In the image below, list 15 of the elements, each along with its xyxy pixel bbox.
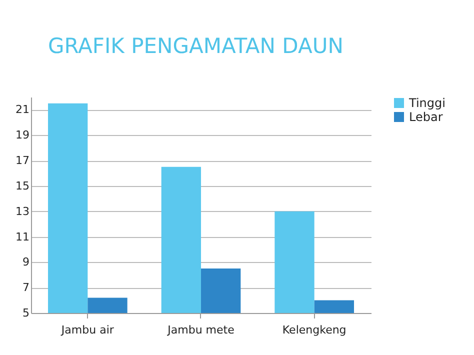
y-tick-label: 15 (16, 179, 30, 192)
y-tick-label: 5 (22, 306, 30, 320)
chart-title: GRAFIK PENGAMATAN DAUN (48, 34, 344, 58)
legend-label: Lebar (409, 110, 443, 124)
x-tick-label: Kelengkeng (282, 324, 346, 336)
y-tick-label: 13 (16, 204, 30, 218)
y-tick-label: 7 (22, 281, 30, 294)
legend-label: Tinggi (408, 96, 446, 110)
y-tick-label: 11 (16, 230, 30, 244)
y-tick-label: 19 (16, 128, 30, 142)
y-tick-label: 17 (16, 154, 30, 168)
x-tick-label: Jambu air (60, 324, 114, 336)
y-tick-label: 9 (22, 256, 30, 269)
x-tick-label: Jambu mete (166, 324, 235, 336)
y-tick-label: 21 (16, 103, 30, 116)
